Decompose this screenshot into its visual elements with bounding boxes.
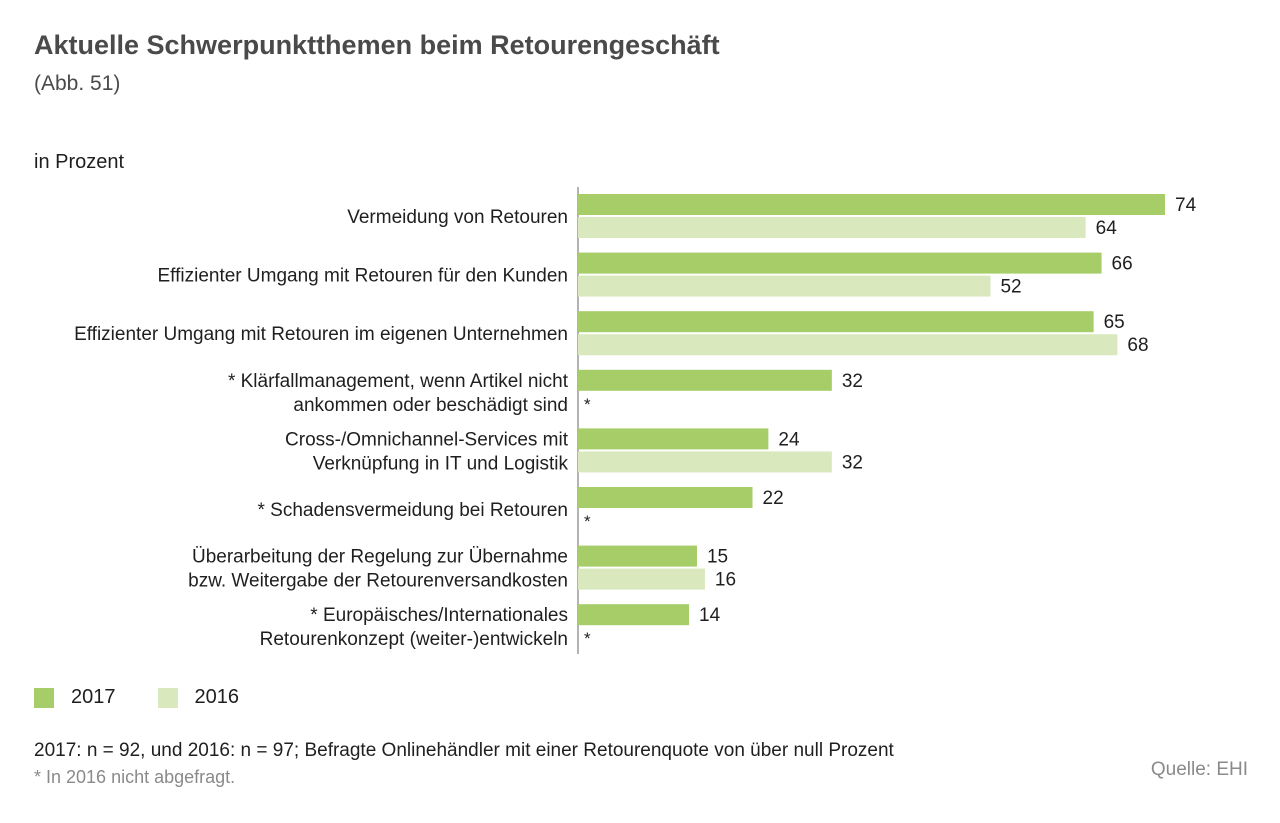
category-label: Vermeidung von Retouren: [347, 207, 568, 228]
bar-2016: [578, 568, 705, 590]
category-label: Effizienter Umgang mit Retouren für den …: [158, 266, 569, 287]
legend-swatch-2016: [157, 687, 178, 708]
data-label-2017: 65: [1104, 312, 1125, 333]
bar-2016: [578, 334, 1118, 356]
category-label: * Schadensvermeidung bei Retouren: [257, 500, 568, 521]
bar-2017: [578, 604, 690, 626]
bar-2017: [578, 545, 697, 567]
chart-subtitle: (Abb. 51): [34, 72, 121, 95]
data-label-2017: 14: [699, 605, 721, 626]
data-label-2017: 74: [1175, 195, 1197, 216]
legend-label-2017: 2017: [71, 686, 116, 708]
missing-marker: *: [584, 629, 591, 648]
footnote: * In 2016 nicht abgefragt.: [34, 767, 236, 787]
legend-item-2016: 2016: [157, 686, 240, 709]
bar-2016: [578, 217, 1086, 238]
bar-2017: [578, 487, 753, 508]
bar-chart: Vermeidung von Retouren 74 64 Effizienter U…: [74, 187, 1197, 654]
data-label-2017: 22: [763, 488, 784, 509]
legend-swatch-2017: [34, 687, 54, 708]
data-label-2017: 32: [842, 371, 863, 392]
bar-2016: [578, 275, 991, 297]
bar-2017: [578, 252, 1102, 274]
data-label-2016: 16: [715, 570, 736, 591]
bar-2017: [578, 311, 1094, 333]
missing-marker: *: [584, 512, 591, 531]
chart-title: Aktuelle Schwerpunktthemen beim Retouren…: [34, 30, 720, 60]
data-label-2016: 52: [1000, 277, 1021, 298]
category-label: Effizienter Umgang mit Retouren im eigen…: [74, 324, 568, 345]
sample-note: 2017: n = 92, und 2016: n = 97; Befragte…: [34, 740, 894, 761]
bar-2016: [578, 451, 832, 473]
data-label-2016: 68: [1127, 335, 1148, 356]
category-label: Überarbeitung der Regelung zur Übernahme…: [188, 547, 568, 592]
data-label-2017: 66: [1112, 254, 1133, 275]
bar-2017: [578, 428, 769, 450]
unit-label: in Prozent: [34, 151, 125, 173]
missing-marker: *: [584, 395, 591, 414]
data-label-2016: 32: [842, 452, 863, 473]
data-label-2017: 15: [707, 547, 728, 568]
legend-label-2016: 2016: [194, 686, 240, 708]
bar-2017: [578, 369, 832, 391]
source-label: Quelle: EHI: [1150, 759, 1248, 780]
data-label-2017: 24: [778, 429, 800, 450]
category-label: * Europäisches/Internationales Retourenko…: [260, 605, 568, 650]
category-label: Cross-/Omnichannel-Services mit Verknüpfu…: [285, 429, 569, 474]
bar-2017: [578, 194, 1165, 215]
data-label-2016: 64: [1096, 218, 1118, 239]
legend-item-2017: 2017: [34, 686, 116, 709]
legend: 2017 2016: [34, 686, 281, 709]
category-label: * Klärfallmanagement, wenn Artikel nicht…: [228, 371, 569, 416]
